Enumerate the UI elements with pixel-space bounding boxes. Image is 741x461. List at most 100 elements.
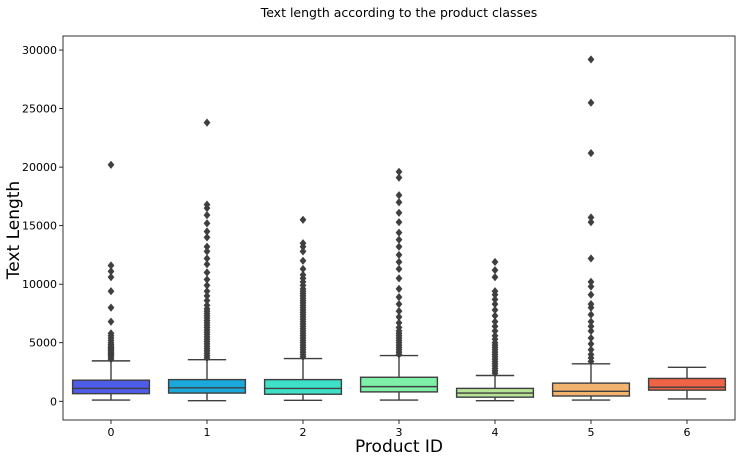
outlier-point	[491, 322, 499, 331]
outlier-point	[491, 331, 499, 340]
plot-frame	[62, 35, 736, 421]
box-iqr	[263, 378, 343, 395]
outlier-point	[587, 350, 595, 359]
outlier-point	[299, 239, 307, 248]
outlier-point	[395, 167, 403, 176]
outlier-point	[395, 264, 403, 274]
outlier-point	[203, 242, 211, 251]
y-axis: 0 5000 10000 15000 20000 25000 30000	[22, 44, 63, 408]
outlier-point	[203, 227, 211, 236]
x-tick-label: 3	[396, 426, 403, 439]
outlier-point	[395, 292, 403, 302]
y-tick-label: 25000	[22, 103, 57, 116]
outlier-point	[203, 291, 211, 300]
box-iqr	[167, 378, 247, 394]
outlier-point	[587, 254, 595, 263]
outlier-point	[203, 301, 211, 310]
outlier-point	[107, 160, 115, 169]
box-group-1	[167, 118, 247, 402]
outlier-point	[587, 55, 595, 64]
y-axis-label: Text Length	[4, 181, 24, 280]
outlier-point	[107, 329, 115, 338]
box-group-4	[455, 257, 535, 402]
y-tick-label: 5000	[29, 337, 57, 350]
outlier-point	[203, 275, 211, 284]
outlier-point	[203, 281, 211, 290]
outlier-point	[491, 273, 499, 282]
box-group-3	[359, 167, 439, 401]
x-tick-label: 6	[684, 426, 691, 439]
box-group-5	[551, 55, 631, 401]
box-iqr	[359, 376, 439, 393]
outlier-point	[491, 300, 499, 309]
outlier-point	[299, 247, 307, 256]
outlier-point	[299, 215, 307, 224]
box-group-0	[71, 160, 151, 401]
outlier-point	[395, 218, 403, 227]
outlier-point	[491, 311, 499, 320]
x-tick-label: 4	[492, 426, 499, 439]
y-tick-label: 15000	[22, 220, 57, 233]
outlier-point	[395, 312, 403, 322]
outlier-point	[395, 173, 403, 182]
outlier-point	[203, 254, 211, 263]
box-series	[71, 55, 727, 402]
box-iqr	[647, 377, 727, 391]
outlier-point	[587, 277, 595, 286]
outlier-point	[587, 148, 595, 158]
outlier-point	[395, 235, 403, 244]
outlier-point	[203, 233, 211, 242]
outlier-point	[299, 270, 307, 279]
outlier-point	[299, 264, 307, 274]
box-iqr	[551, 382, 631, 397]
outlier-point	[395, 228, 403, 237]
outlier-point	[395, 257, 403, 267]
outlier-point	[491, 317, 499, 326]
outlier-point	[107, 303, 115, 312]
outlier-point	[587, 339, 595, 348]
outlier-point	[587, 218, 595, 227]
outlier-point	[491, 287, 499, 296]
outlier-point	[395, 191, 403, 200]
x-tick-label: 5	[588, 426, 595, 439]
outlier-point	[395, 307, 403, 316]
box-iqr	[71, 379, 151, 395]
y-tick-label: 0	[50, 395, 57, 408]
outlier-point	[203, 219, 211, 228]
outlier-point	[395, 284, 403, 293]
chart-title: Text length according to the product cla…	[260, 5, 538, 20]
x-axis: 0 1 2 3 4 5 6	[108, 420, 691, 439]
outlier-point	[587, 317, 595, 326]
outlier-point	[587, 333, 595, 343]
outlier-point	[203, 118, 211, 127]
outlier-point	[395, 242, 403, 251]
outlier-point	[587, 326, 595, 336]
outlier-point	[107, 317, 115, 326]
outlier-point	[299, 256, 307, 265]
outlier-point	[587, 98, 595, 107]
outlier-point	[395, 318, 403, 327]
outlier-point	[107, 261, 115, 270]
outlier-point	[203, 211, 211, 220]
outlier-point	[587, 322, 595, 331]
x-tick-label: 1	[204, 426, 211, 439]
box-group-2	[263, 215, 343, 402]
y-tick-label: 10000	[22, 278, 57, 291]
outlier-point	[395, 323, 403, 332]
outlier-point	[203, 247, 211, 256]
outlier-point	[203, 200, 211, 209]
outlier-point	[107, 273, 115, 282]
outlier-point	[587, 300, 595, 309]
outlier-point	[395, 300, 403, 309]
outlier-point	[203, 296, 211, 305]
outlier-point	[395, 208, 403, 217]
outlier-point	[491, 305, 499, 315]
y-tick-label: 20000	[22, 161, 57, 174]
outlier-point	[587, 213, 595, 222]
outlier-point	[203, 268, 211, 277]
x-tick-label: 2	[300, 426, 307, 439]
outlier-point	[587, 310, 595, 319]
x-axis-label: Product ID	[355, 437, 443, 457]
box-group-6	[647, 366, 727, 400]
